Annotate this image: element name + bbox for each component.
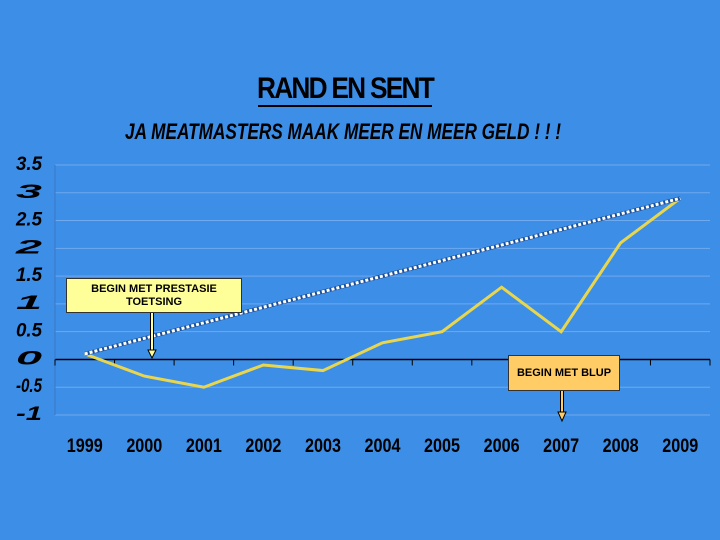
- annotation: BEGIN MET PRESTASIE TOETSING: [66, 278, 242, 313]
- chart-title: RAND EN SENT: [257, 72, 434, 105]
- x-tick-label: 2001: [186, 436, 222, 457]
- x-tick-label: 2007: [543, 436, 579, 457]
- x-tick-label: 2000: [126, 436, 162, 457]
- arrow-head: [557, 411, 567, 423]
- x-tick-label: 2006: [484, 436, 520, 457]
- y-tick-label: 3.5: [16, 154, 42, 175]
- y-tick-label: -0.5: [16, 376, 42, 397]
- x-tick-label: 2005: [424, 436, 460, 457]
- y-tick-label: 2: [14, 237, 43, 258]
- y-tick-label: 1: [16, 293, 42, 314]
- y-tick-label: 1.5: [16, 265, 42, 286]
- x-tick-label: 2004: [365, 436, 401, 457]
- x-tick-label: 1999: [67, 436, 103, 457]
- y-tick-label: 0.5: [16, 321, 42, 342]
- y-tick-label: 3: [16, 182, 43, 203]
- x-tick-label: 2008: [603, 436, 639, 457]
- y-tick-label: 2.5: [15, 210, 42, 231]
- annotation: BEGIN MET BLUP: [508, 355, 620, 391]
- trend-line: [84, 196, 681, 356]
- chart-subtitle: JA MEATMASTERS MAAK MEER EN MEER GELD ! …: [125, 119, 561, 144]
- x-tick-label: 2003: [305, 436, 341, 457]
- data-line: [84, 197, 682, 389]
- arrow-head: [147, 349, 157, 360]
- y-tick-label: 0: [16, 348, 43, 369]
- x-tick-label: 2002: [245, 436, 281, 457]
- x-tick-label: 2009: [662, 436, 698, 457]
- y-tick-label: -1: [16, 404, 42, 425]
